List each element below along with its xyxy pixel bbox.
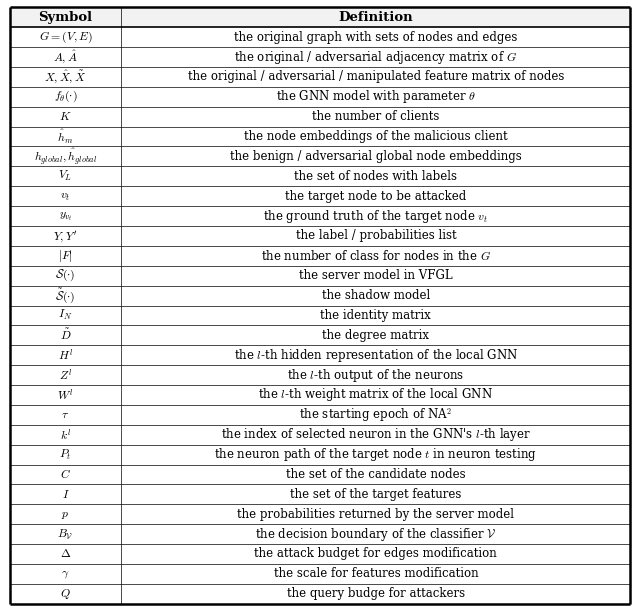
Text: the original / adversarial / manipulated feature matrix of nodes: the original / adversarial / manipulated… <box>188 70 564 84</box>
Text: $\gamma$: $\gamma$ <box>61 568 70 580</box>
Text: the attack budget for edges modification: the attack budget for edges modification <box>255 547 497 560</box>
Text: $k^l$: $k^l$ <box>60 427 72 442</box>
Text: the degree matrix: the degree matrix <box>323 329 429 342</box>
Text: $G = (V, E)$: $G = (V, E)$ <box>38 29 92 45</box>
Text: the starting epoch of NA$^2$: the starting epoch of NA$^2$ <box>300 406 452 424</box>
Text: $A, \hat{A}$: $A, \hat{A}$ <box>53 49 78 65</box>
Text: $P_t$: $P_t$ <box>60 448 72 461</box>
Text: the index of selected neuron in the GNN's $l$-th layer: the index of selected neuron in the GNN'… <box>221 426 531 443</box>
Text: the original / adversarial adjacency matrix of $G$: the original / adversarial adjacency mat… <box>234 48 517 65</box>
Text: the benign / adversarial global node embeddings: the benign / adversarial global node emb… <box>230 150 522 163</box>
Text: the server model in VFGL: the server model in VFGL <box>299 269 452 282</box>
Text: $\Delta$: $\Delta$ <box>60 547 71 560</box>
Text: the query budge for attackers: the query budge for attackers <box>287 587 465 600</box>
Text: the scale for features modification: the scale for features modification <box>273 568 478 580</box>
Text: the shadow model: the shadow model <box>322 289 430 302</box>
Text: the original graph with sets of nodes and edges: the original graph with sets of nodes an… <box>234 31 518 43</box>
Text: the node embeddings of the malicious client: the node embeddings of the malicious cli… <box>244 130 508 143</box>
Text: $W^l$: $W^l$ <box>57 387 74 403</box>
Text: $\tilde{D}$: $\tilde{D}$ <box>60 327 71 343</box>
Text: $f_{\theta}(\cdot)$: $f_{\theta}(\cdot)$ <box>54 89 77 104</box>
Text: the probabilities returned by the server model: the probabilities returned by the server… <box>237 508 515 521</box>
Text: the ground truth of the target node $v_t$: the ground truth of the target node $v_t… <box>263 208 488 225</box>
Text: the set of nodes with labels: the set of nodes with labels <box>294 170 458 183</box>
Text: $\tilde{\mathcal{S}}(\cdot)$: $\tilde{\mathcal{S}}(\cdot)$ <box>55 287 76 305</box>
Text: the decision boundary of the classifier $\mathcal{V}$: the decision boundary of the classifier … <box>255 525 497 543</box>
Text: the set of the candidate nodes: the set of the candidate nodes <box>286 468 466 481</box>
Text: the number of clients: the number of clients <box>312 110 440 123</box>
Text: the $l$-th hidden representation of the local GNN: the $l$-th hidden representation of the … <box>234 346 518 364</box>
Text: the identity matrix: the identity matrix <box>321 309 431 322</box>
Text: $h_{global}, \hat{h}_{global}$: $h_{global}, \hat{h}_{global}$ <box>34 146 97 167</box>
Text: the $l$-th weight matrix of the local GNN: the $l$-th weight matrix of the local GN… <box>259 386 493 403</box>
Text: the target node to be attacked: the target node to be attacked <box>285 189 467 203</box>
Text: $v_t$: $v_t$ <box>60 189 70 203</box>
Text: $C$: $C$ <box>60 468 71 481</box>
Text: $\hat{h}_m$: $\hat{h}_m$ <box>57 128 74 145</box>
Text: $K$: $K$ <box>60 110 72 123</box>
Text: $I_N$: $I_N$ <box>58 309 73 323</box>
Text: $Q$: $Q$ <box>60 587 71 601</box>
Text: the set of the target features: the set of the target features <box>290 488 461 501</box>
Text: the neuron path of the target node $t$ in neuron testing: the neuron path of the target node $t$ i… <box>214 446 538 463</box>
Text: $I$: $I$ <box>61 488 69 501</box>
Text: the label / probabilities list: the label / probabilities list <box>296 229 456 243</box>
Text: $p$: $p$ <box>61 508 70 521</box>
Text: $y_{v_t}$: $y_{v_t}$ <box>59 210 72 222</box>
Text: $\tau$: $\tau$ <box>61 408 70 422</box>
Text: $B_{\mathcal{V}}$: $B_{\mathcal{V}}$ <box>58 527 74 541</box>
Text: $H^l$: $H^l$ <box>58 348 73 363</box>
Text: $\mathcal{S}(\cdot)$: $\mathcal{S}(\cdot)$ <box>55 268 76 284</box>
Text: $Y, Y'$: $Y, Y'$ <box>53 228 77 244</box>
Text: the number of class for nodes in the $G$: the number of class for nodes in the $G$ <box>261 249 491 263</box>
Text: $X, \hat{X}, \tilde{X}$: $X, \hat{X}, \tilde{X}$ <box>44 68 86 85</box>
Text: $Z^l$: $Z^l$ <box>59 368 72 382</box>
Text: Symbol: Symbol <box>38 11 93 24</box>
Text: the $l$-th output of the neurons: the $l$-th output of the neurons <box>287 367 465 384</box>
Text: $|F|$: $|F|$ <box>58 248 73 264</box>
Text: the GNN model with parameter $\theta$: the GNN model with parameter $\theta$ <box>276 88 476 105</box>
Text: $V_L$: $V_L$ <box>58 169 72 183</box>
Text: Definition: Definition <box>339 11 413 24</box>
Bar <box>10 7 630 27</box>
